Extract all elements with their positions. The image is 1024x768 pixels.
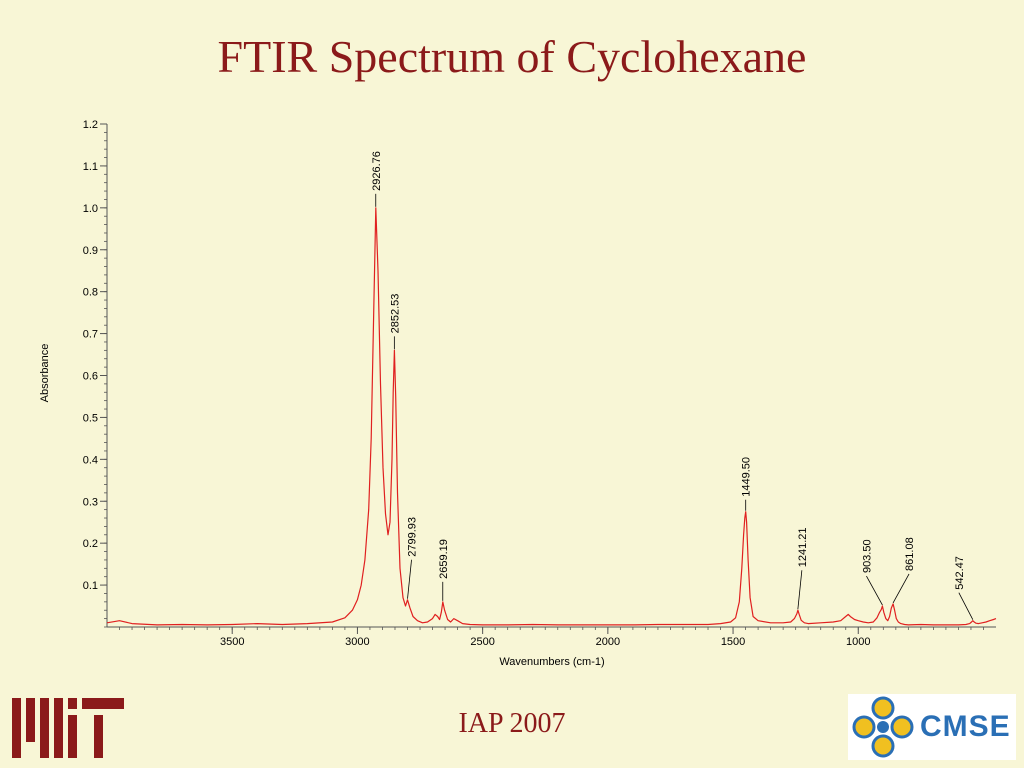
- peak-label: 1241.21: [797, 527, 809, 567]
- y-tick-label: 0.1: [83, 580, 98, 592]
- y-tick-label: 1.1: [83, 161, 98, 173]
- spectrum-line: [106, 207, 997, 626]
- y-tick-label: 0.3: [83, 496, 98, 508]
- y-tick-label: 0.4: [83, 454, 98, 466]
- y-tick-label: 0.6: [83, 371, 98, 383]
- footer-text: IAP 2007: [458, 708, 566, 739]
- y-tick-label: 0.5: [83, 412, 98, 424]
- slide-title: FTIR Spectrum of Cyclohexane: [217, 31, 807, 82]
- x-tick-label: 3000: [345, 636, 369, 648]
- peak-leader-line: [866, 575, 883, 606]
- peak-leader-line: [407, 559, 412, 599]
- peak-label: 2799.93: [407, 517, 419, 557]
- y-tick-label: 1.2: [83, 119, 98, 131]
- x-axis-label: Wavenumbers (cm-1): [499, 656, 604, 668]
- peak-label: 542.47: [954, 556, 966, 590]
- peak-label: 861.08: [904, 537, 916, 571]
- y-tick-label: 1.0: [83, 203, 98, 215]
- cmse-emblem-icon: [852, 696, 914, 758]
- peak-label: 1449.50: [741, 457, 753, 497]
- peak-label: 2659.19: [438, 539, 450, 579]
- cmse-text: CMSE: [920, 710, 1011, 743]
- peak-label: 903.50: [861, 539, 873, 573]
- peak-leader-line: [892, 573, 910, 604]
- cmse-logo: CMSE: [848, 694, 1016, 760]
- peak-leader-line: [958, 592, 974, 620]
- peak-leader-line: [797, 570, 803, 610]
- y-tick-label: 0.7: [83, 329, 98, 341]
- y-axis-label: Absorbance: [39, 344, 51, 403]
- x-tick-label: 2000: [596, 636, 620, 648]
- x-tick-label: 1000: [846, 636, 870, 648]
- y-tick-label: 0.9: [83, 245, 98, 257]
- mit-logo: [12, 698, 124, 758]
- peak-label: 2926.76: [371, 151, 383, 191]
- x-tick-label: 3500: [220, 636, 244, 648]
- y-tick-label: 0.8: [83, 287, 98, 299]
- ftir-chart: 0.1 0.2 0.3 0.4 0.5 0.6 0.7 0.8 0.9 1.0 1.1 1.2 3500…: [39, 119, 997, 668]
- x-tick-label: 1500: [721, 636, 745, 648]
- peak-label: 2852.53: [389, 294, 401, 334]
- y-tick-label: 0.2: [83, 538, 98, 550]
- x-tick-label: 2500: [470, 636, 494, 648]
